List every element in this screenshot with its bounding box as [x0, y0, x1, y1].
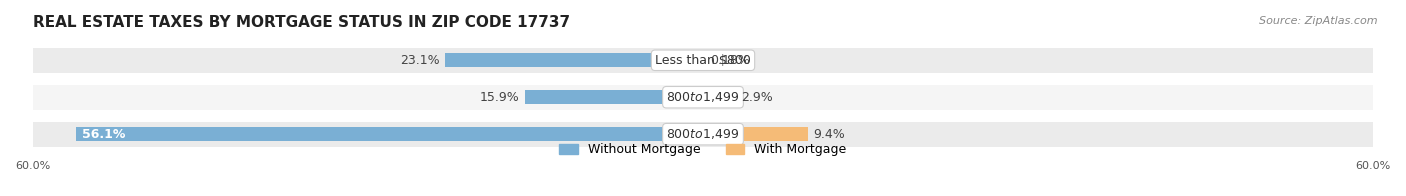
- Bar: [444, 53, 703, 67]
- Bar: [76, 127, 703, 141]
- Bar: [32, 48, 1374, 73]
- Text: $800 to $1,499: $800 to $1,499: [666, 90, 740, 104]
- Bar: [32, 85, 1374, 110]
- Bar: [703, 90, 735, 104]
- Text: REAL ESTATE TAXES BY MORTGAGE STATUS IN ZIP CODE 17737: REAL ESTATE TAXES BY MORTGAGE STATUS IN …: [32, 15, 569, 30]
- Text: $800 to $1,499: $800 to $1,499: [666, 127, 740, 141]
- Text: 9.4%: 9.4%: [814, 128, 845, 141]
- Text: 2.9%: 2.9%: [741, 91, 773, 104]
- Text: 23.1%: 23.1%: [399, 54, 439, 67]
- Text: Source: ZipAtlas.com: Source: ZipAtlas.com: [1260, 16, 1378, 26]
- Bar: [703, 127, 808, 141]
- Legend: Without Mortgage, With Mortgage: Without Mortgage, With Mortgage: [560, 143, 846, 156]
- Text: 56.1%: 56.1%: [82, 128, 125, 141]
- Bar: [703, 53, 704, 67]
- Text: 0.18%: 0.18%: [710, 54, 751, 67]
- Bar: [32, 122, 1374, 147]
- Text: Less than $800: Less than $800: [655, 54, 751, 67]
- Text: 15.9%: 15.9%: [479, 91, 520, 104]
- Bar: [526, 90, 703, 104]
